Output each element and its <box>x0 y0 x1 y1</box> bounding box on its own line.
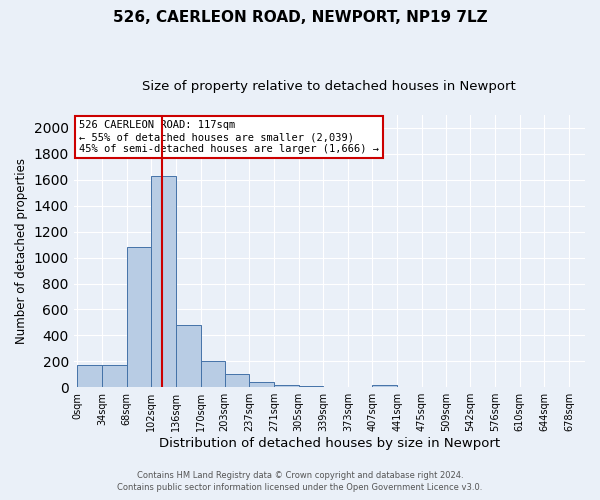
Bar <box>102 365 127 387</box>
X-axis label: Distribution of detached houses by size in Newport: Distribution of detached houses by size … <box>159 437 500 450</box>
Bar <box>299 386 323 387</box>
Y-axis label: Number of detached properties: Number of detached properties <box>15 158 28 344</box>
Text: 526, CAERLEON ROAD, NEWPORT, NP19 7LZ: 526, CAERLEON ROAD, NEWPORT, NP19 7LZ <box>113 10 487 25</box>
Title: Size of property relative to detached houses in Newport: Size of property relative to detached ho… <box>142 80 516 93</box>
Bar <box>127 246 151 387</box>
Bar <box>176 325 200 387</box>
Text: 526 CAERLEON ROAD: 117sqm
← 55% of detached houses are smaller (2,039)
45% of se: 526 CAERLEON ROAD: 117sqm ← 55% of detac… <box>79 120 379 154</box>
Bar <box>200 362 225 387</box>
Bar <box>323 386 348 387</box>
Bar <box>77 365 102 387</box>
Bar <box>151 176 176 387</box>
Bar <box>348 386 373 387</box>
Bar <box>224 374 249 387</box>
Bar <box>249 382 274 387</box>
Text: Contains HM Land Registry data © Crown copyright and database right 2024.
Contai: Contains HM Land Registry data © Crown c… <box>118 471 482 492</box>
Bar <box>274 384 299 387</box>
Bar <box>373 384 397 387</box>
